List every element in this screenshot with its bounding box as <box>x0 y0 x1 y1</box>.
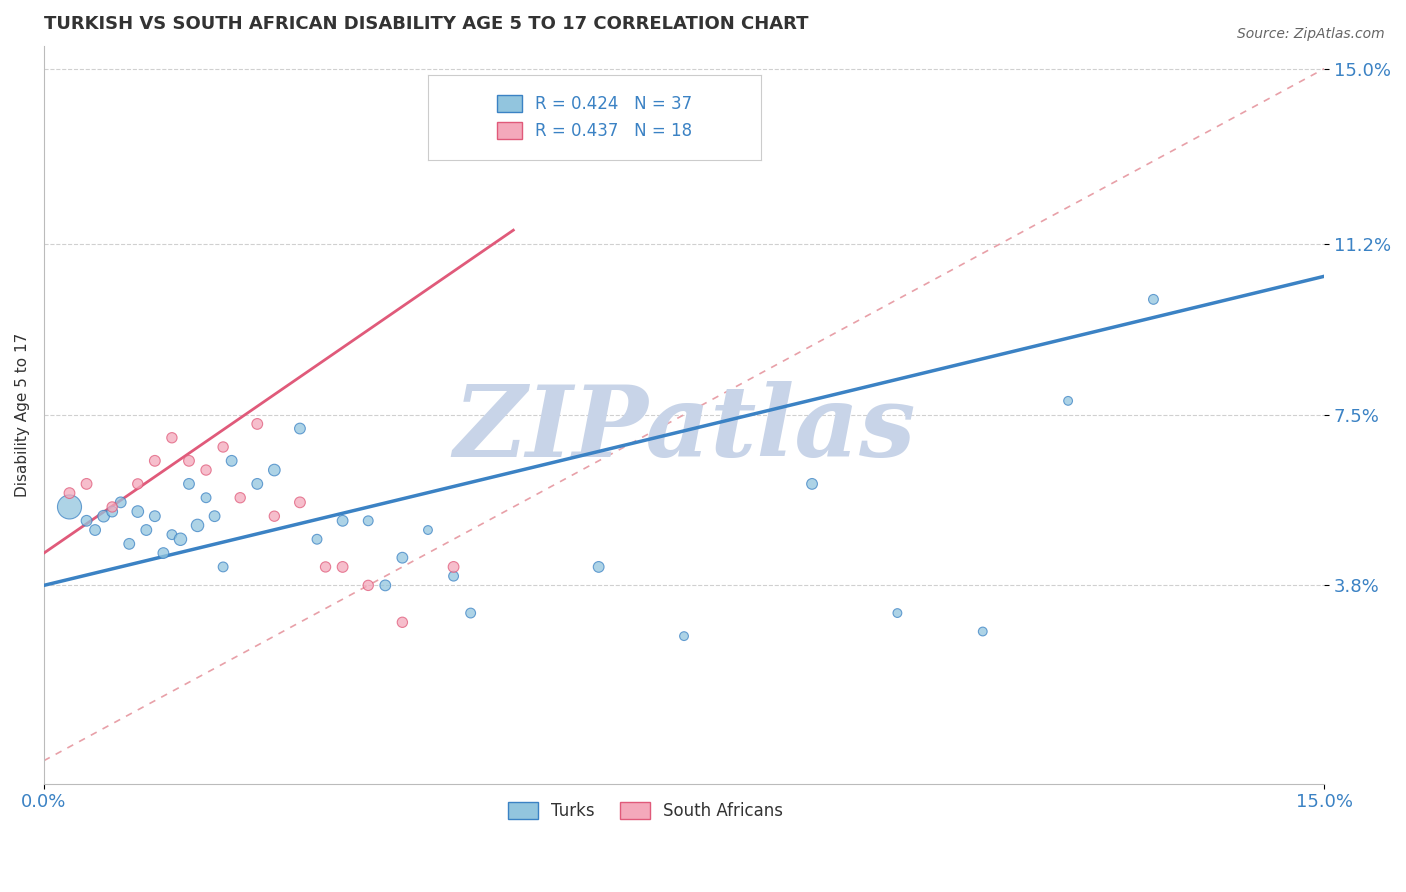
Point <box>673 629 696 643</box>
Point <box>374 578 396 592</box>
Point <box>443 569 465 583</box>
Point <box>588 560 610 574</box>
Point <box>160 431 183 445</box>
Point <box>315 560 337 574</box>
Point <box>801 476 824 491</box>
Point <box>76 476 98 491</box>
Point <box>357 578 380 592</box>
Text: TURKISH VS SOUTH AFRICAN DISABILITY AGE 5 TO 17 CORRELATION CHART: TURKISH VS SOUTH AFRICAN DISABILITY AGE … <box>44 15 808 33</box>
Point <box>416 523 439 537</box>
Point <box>212 440 235 454</box>
Point <box>101 505 124 519</box>
Point <box>288 495 311 509</box>
Point <box>886 606 908 620</box>
Point <box>177 476 200 491</box>
Point <box>246 476 269 491</box>
Point <box>263 509 285 524</box>
Text: Source: ZipAtlas.com: Source: ZipAtlas.com <box>1237 27 1385 41</box>
Point <box>460 606 482 620</box>
Point <box>221 454 243 468</box>
Point <box>110 495 132 509</box>
Point <box>357 514 380 528</box>
Point <box>160 527 183 541</box>
Point <box>127 476 149 491</box>
Point <box>263 463 285 477</box>
Point <box>972 624 994 639</box>
Y-axis label: Disability Age 5 to 17: Disability Age 5 to 17 <box>15 333 30 497</box>
Point <box>58 486 80 500</box>
Point <box>58 500 80 514</box>
Point <box>1057 393 1080 408</box>
Text: ZIPatlas: ZIPatlas <box>453 381 915 478</box>
Point <box>76 514 98 528</box>
Point <box>288 421 311 435</box>
Point <box>93 509 115 524</box>
Point <box>391 615 413 630</box>
Point <box>212 560 235 574</box>
Point <box>127 505 149 519</box>
Point <box>152 546 174 560</box>
Point <box>443 560 465 574</box>
Point <box>1142 293 1164 307</box>
Point <box>229 491 252 505</box>
Point <box>169 533 191 547</box>
Point <box>305 533 328 547</box>
Point <box>332 560 354 574</box>
Point <box>195 463 218 477</box>
Point <box>391 550 413 565</box>
Point <box>143 454 166 468</box>
Point <box>177 454 200 468</box>
Point <box>143 509 166 524</box>
Point <box>246 417 269 431</box>
Point <box>204 509 226 524</box>
Point <box>332 514 354 528</box>
Point <box>186 518 208 533</box>
Point <box>84 523 107 537</box>
Point <box>135 523 157 537</box>
Point <box>118 537 141 551</box>
Point <box>101 500 124 514</box>
Point <box>195 491 218 505</box>
Legend: Turks, South Africans: Turks, South Africans <box>502 796 790 827</box>
